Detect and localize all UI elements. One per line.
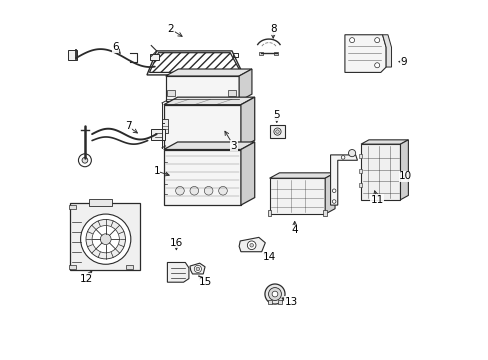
Bar [277,300,282,304]
Circle shape [78,154,91,167]
Polygon shape [165,76,239,101]
Circle shape [249,243,253,247]
Circle shape [175,186,184,195]
Bar [273,52,278,55]
Bar [359,154,362,158]
Circle shape [268,288,281,301]
Text: 10: 10 [399,171,411,181]
Circle shape [100,234,111,244]
Circle shape [332,189,335,193]
Circle shape [273,128,281,135]
Bar [69,265,76,269]
Bar [267,300,271,304]
Polygon shape [163,142,254,149]
Text: 2: 2 [167,24,174,35]
Circle shape [374,38,379,42]
Text: 15: 15 [198,277,211,287]
Bar [88,199,112,206]
FancyBboxPatch shape [68,50,77,60]
Circle shape [82,157,88,163]
Text: 13: 13 [284,297,297,307]
Polygon shape [167,262,188,282]
Text: 11: 11 [370,195,383,205]
Circle shape [349,38,354,42]
Circle shape [196,267,199,271]
Text: 3: 3 [230,141,237,151]
Bar [228,90,235,96]
Bar [258,52,263,55]
Polygon shape [360,144,400,200]
Polygon shape [241,97,254,148]
Text: 6: 6 [112,42,119,52]
FancyBboxPatch shape [150,54,159,60]
Polygon shape [163,97,254,105]
Polygon shape [330,155,357,205]
Polygon shape [400,140,407,200]
Circle shape [194,265,201,273]
Text: 14: 14 [263,252,276,262]
FancyBboxPatch shape [151,129,165,140]
Text: 7: 7 [124,121,131,131]
Circle shape [271,291,277,297]
Circle shape [92,226,119,253]
Polygon shape [325,173,334,214]
Polygon shape [239,69,251,101]
Circle shape [247,241,255,249]
Circle shape [275,130,279,134]
Polygon shape [344,35,386,72]
Polygon shape [241,142,254,205]
Polygon shape [269,173,334,178]
Polygon shape [269,178,325,214]
Circle shape [332,200,335,203]
Circle shape [264,284,285,304]
Text: 4: 4 [291,225,297,235]
Circle shape [374,63,379,68]
Circle shape [81,214,131,264]
Polygon shape [360,140,407,144]
Text: 12: 12 [80,274,93,284]
Polygon shape [163,149,241,205]
Circle shape [218,186,227,195]
Bar [323,211,326,216]
Circle shape [348,149,355,157]
Bar [126,265,133,269]
FancyBboxPatch shape [70,203,140,270]
Text: 16: 16 [169,238,183,248]
Circle shape [86,220,125,259]
Polygon shape [239,237,265,252]
Circle shape [341,156,344,159]
FancyBboxPatch shape [269,126,285,138]
Text: 5: 5 [273,111,280,121]
Bar [167,90,174,96]
Text: 8: 8 [269,24,276,35]
Bar [359,168,362,173]
Polygon shape [165,69,251,76]
Text: 9: 9 [400,57,407,67]
Text: 1: 1 [153,166,160,176]
Polygon shape [382,35,391,67]
Bar [267,211,271,216]
Polygon shape [149,53,241,72]
Polygon shape [190,263,204,274]
Bar [69,205,76,210]
Circle shape [204,186,212,195]
Bar [359,183,362,187]
Polygon shape [163,105,241,148]
Circle shape [190,186,198,195]
Bar [162,119,168,134]
